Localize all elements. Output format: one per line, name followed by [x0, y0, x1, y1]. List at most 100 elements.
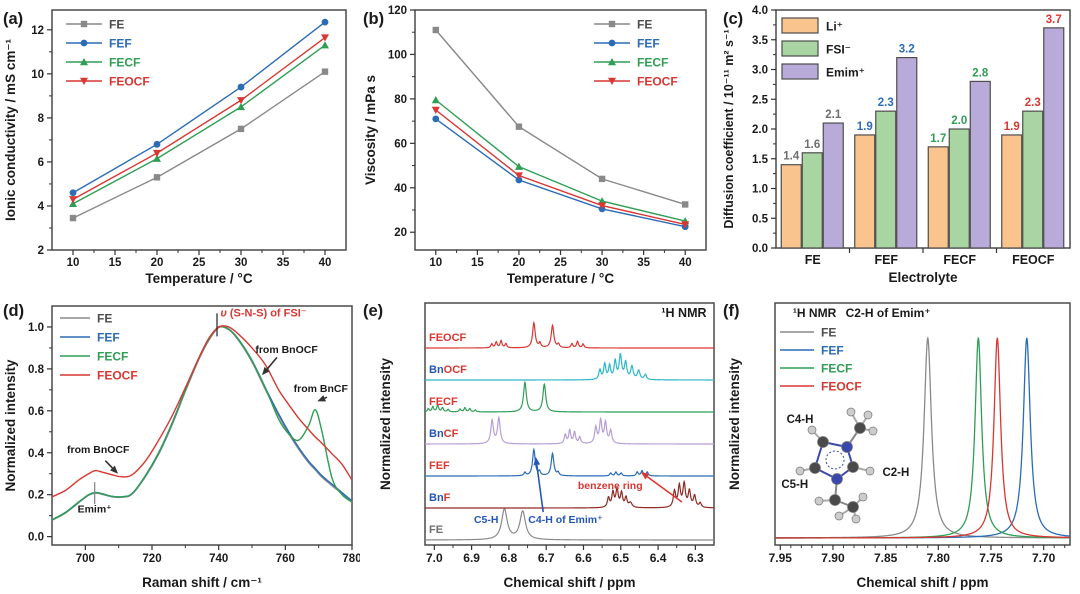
trace-label-FE: FE	[429, 524, 443, 536]
value-label: 2.1	[825, 109, 842, 121]
panel-a-ionic-conductivity: 10 15 20 25 30 35 40 2 4 6 8 10 12 Temperature / °C Io…	[0, 0, 360, 290]
y-tick-label: 0.5	[752, 213, 769, 225]
x-tick-label: 6.4	[650, 551, 667, 565]
y-tick-label: 0.2	[28, 490, 44, 502]
marker-circle	[237, 83, 245, 91]
annotation: C2-H of Emim⁺	[846, 306, 931, 320]
atom-E1	[829, 494, 841, 506]
legend-label: FE	[109, 18, 124, 32]
annotation: Emim⁺	[78, 504, 112, 516]
x-tick-label: 7.90	[821, 551, 845, 565]
chart-ionic-conductivity: 10 15 20 25 30 35 40 2 4 6 8 10 12 Temperature / °C Io…	[3, 9, 347, 286]
trace-label-BnF: BnF	[429, 492, 451, 504]
marker-circle	[69, 189, 77, 197]
category-label: FEF	[874, 253, 898, 267]
chart-diffusion-coefficient: 0.0 0.5 1.0 1.5 2.0 2.5 3.0 3.5 4.0 Electrolyte Di…	[722, 5, 1071, 285]
chart-viscosity: 10 15 20 25 30 35 40 20 40 60 80 100 120 Temperature …	[363, 5, 707, 286]
x-tick-label: 6.9	[463, 551, 480, 565]
x-axis-title: Temperature / °C	[145, 271, 252, 286]
arrow-head	[640, 472, 650, 480]
x-axis-title: Chemical shift / ppm	[856, 575, 988, 590]
annotation: ¹H NMR	[793, 306, 837, 320]
marker-triangle-up	[321, 41, 329, 49]
x-tick-label: 720	[142, 553, 161, 565]
nmr-trace-BnF	[425, 479, 715, 509]
y-tick-label: 0.4	[28, 448, 45, 460]
series-FEF-line	[72, 21, 326, 194]
emim-molecule-structure	[795, 407, 878, 524]
panel-label: (a)	[3, 10, 23, 28]
x-tick-label: 30	[596, 257, 609, 269]
plot-border	[51, 9, 347, 251]
value-label: 3.7	[1046, 14, 1062, 26]
bar-FEF-Li⁺	[854, 134, 876, 249]
marker-triangle-down	[153, 149, 161, 158]
panel-label: (c)	[723, 10, 743, 28]
marker-square	[80, 20, 88, 28]
annotation: from BnOCF	[255, 344, 318, 356]
series-FECF-line	[72, 44, 326, 205]
y-tick-label: 2.5	[752, 94, 769, 106]
x-tick-label: 25	[193, 257, 206, 269]
atom-E2	[847, 501, 859, 513]
y-tick-label: 2	[38, 245, 44, 257]
legend-label: Emim⁺	[826, 66, 865, 80]
arrow-head	[109, 465, 118, 474]
value-label: 1.6	[804, 139, 820, 151]
x-tick-label: 40	[319, 257, 332, 269]
value-label: 1.9	[857, 121, 873, 133]
x-tick-label: 780	[342, 553, 360, 565]
panel-e-nmr-stack: 7.0 6.9 6.8 6.7 6.6 6.5 6.4 6.3 Chemical shift /…	[360, 290, 720, 594]
marker-triangle-down	[608, 77, 616, 85]
x-tick-label: 35	[277, 257, 290, 269]
legend-swatch	[781, 40, 819, 57]
value-label: 1.7	[930, 133, 946, 145]
marker-circle	[80, 39, 88, 47]
series-FE-line	[435, 29, 686, 206]
x-tick-label: 7.75	[979, 551, 1003, 565]
y-axis-title: Normalized intensity	[378, 357, 393, 490]
x-axis-title: Chemical shift / ppm	[503, 575, 635, 590]
marker-circle	[321, 18, 329, 26]
atom-H2	[865, 466, 875, 476]
series-FEOCF-line	[72, 36, 326, 200]
atom-C5	[809, 462, 821, 474]
series-FEF-line	[435, 118, 686, 228]
marker-triangle-down	[681, 221, 690, 229]
y-tick-label: 40	[394, 183, 407, 195]
marker-circle	[432, 115, 440, 123]
atom-N3	[841, 441, 853, 453]
bar-FE-Li⁺	[780, 164, 802, 249]
legend-label: FE	[97, 312, 112, 326]
y-tick-label: 2.0	[752, 124, 768, 136]
marker-square	[682, 201, 689, 208]
x-tick-label: 40	[679, 257, 692, 269]
bar-FEOCF-Emim⁺	[1043, 27, 1065, 249]
x-tick-label: 760	[276, 553, 295, 565]
atom-N1	[831, 473, 843, 485]
bar-FEOCF-FSI⁻	[1022, 110, 1044, 249]
y-axis-title: Ionic conductivity / mS cm⁻¹	[3, 39, 18, 221]
x-tick-label: 6.7	[538, 551, 555, 565]
aromatic-ring-icon	[825, 450, 845, 470]
y-tick-label: 1.5	[752, 154, 769, 166]
x-tick-label: 7.95	[769, 551, 793, 565]
annotation: C5-H	[474, 514, 499, 526]
x-axis-title: Electrolyte	[888, 270, 958, 285]
x-tick-label: 10	[429, 257, 442, 269]
panel-label: (b)	[363, 10, 384, 28]
marker-triangle-up	[514, 162, 523, 170]
value-label: 3.2	[899, 44, 915, 56]
x-tick-label: 35	[637, 257, 650, 269]
plot-border	[424, 302, 715, 546]
annotation: from BnCF	[294, 383, 349, 395]
x-tick-label: 740	[209, 553, 228, 565]
y-axis-title: Normalized intensity	[727, 357, 742, 490]
marker-square	[432, 26, 439, 34]
marker-square	[608, 20, 616, 28]
atom-H4	[807, 425, 817, 435]
arrow-head	[317, 395, 327, 402]
marker-triangle-down	[514, 172, 523, 180]
plot-border	[51, 305, 353, 546]
